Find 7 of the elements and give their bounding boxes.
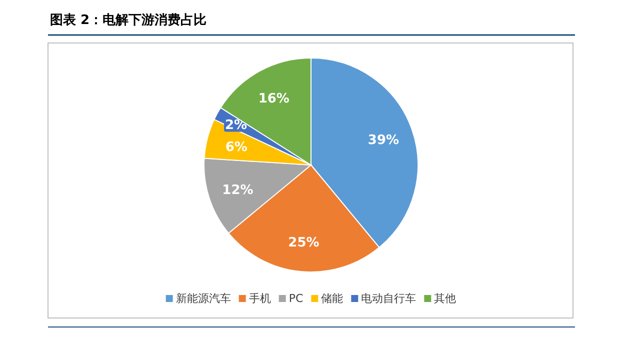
legend-label: 储能: [321, 292, 344, 305]
legend-label: PC: [288, 292, 304, 305]
legend-label: 其他: [434, 292, 456, 305]
legend-label: 新能源汽车: [176, 292, 231, 305]
legend-label: 电动自行车: [361, 292, 416, 305]
title: 图表 2：电解下游消费占比: [50, 13, 207, 28]
legend-label: 手机: [248, 292, 271, 305]
